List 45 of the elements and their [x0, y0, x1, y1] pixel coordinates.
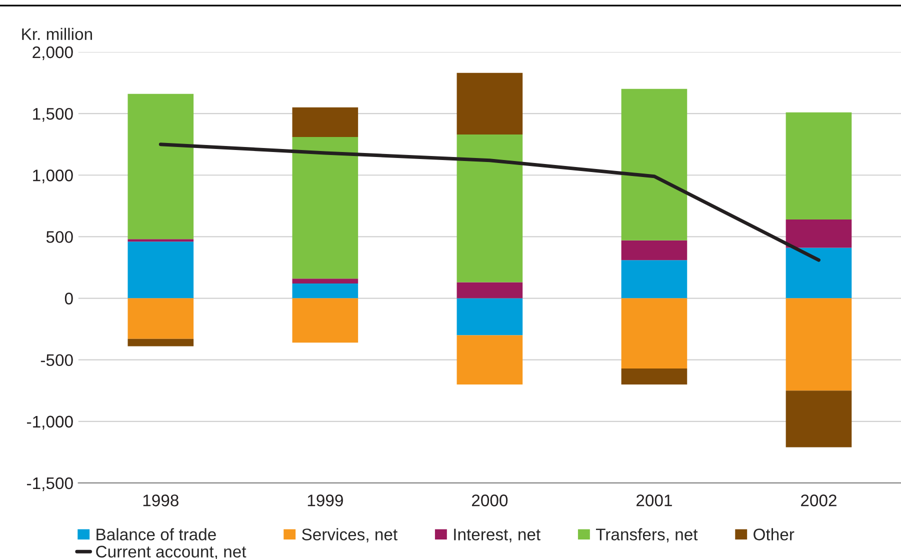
- y-axis-title: Kr. million: [22, 28, 92, 40]
- bar: [128, 338, 194, 346]
- y-tick-label: 2,000: [32, 46, 73, 60]
- legend-label: Balance of trade: [96, 528, 216, 540]
- bar: [786, 219, 852, 248]
- y-tick-label: 0: [64, 292, 73, 304]
- legend-label: Interest, net: [454, 528, 540, 542]
- legend-label: Services, net: [302, 528, 398, 542]
- x-tick-label: 1998: [143, 494, 178, 506]
- legend-label: Other: [754, 528, 794, 540]
- bar: [128, 239, 194, 242]
- x-tick-label: 1999: [308, 494, 343, 506]
- bar: [786, 298, 852, 391]
- bar: [786, 248, 852, 298]
- bar: [621, 368, 688, 384]
- bar: [786, 390, 852, 448]
- y-tick-label: 500: [46, 231, 73, 243]
- x-tick-label: 2000: [472, 494, 508, 506]
- bar: [292, 298, 358, 343]
- bar: [292, 283, 358, 298]
- y-tick-label: -1,500: [27, 477, 73, 492]
- y-tick-label: 1,500: [33, 108, 73, 122]
- y-tick-label: -500: [40, 354, 73, 366]
- bar: [128, 242, 194, 298]
- bar: [621, 298, 688, 368]
- y-tick-label: -1,000: [27, 416, 73, 430]
- bar: [128, 94, 194, 240]
- bar: [786, 112, 852, 220]
- bar: [292, 107, 358, 137]
- bar: [292, 278, 358, 284]
- bar: [456, 335, 523, 384]
- y-tick-label: 1,000: [33, 170, 73, 184]
- bar: [456, 298, 523, 336]
- bar: [456, 282, 523, 298]
- bar: [621, 260, 688, 298]
- x-tick-label: 2002: [801, 494, 836, 506]
- line-series: [158, 142, 820, 262]
- bar: [292, 136, 358, 279]
- legend-label: Transfers, net: [596, 528, 698, 542]
- bar: [456, 72, 523, 134]
- bar: [456, 134, 523, 282]
- x-tick-label: 2001: [636, 494, 672, 506]
- bar: [128, 298, 194, 339]
- bar: [621, 240, 688, 260]
- bar: [621, 88, 688, 240]
